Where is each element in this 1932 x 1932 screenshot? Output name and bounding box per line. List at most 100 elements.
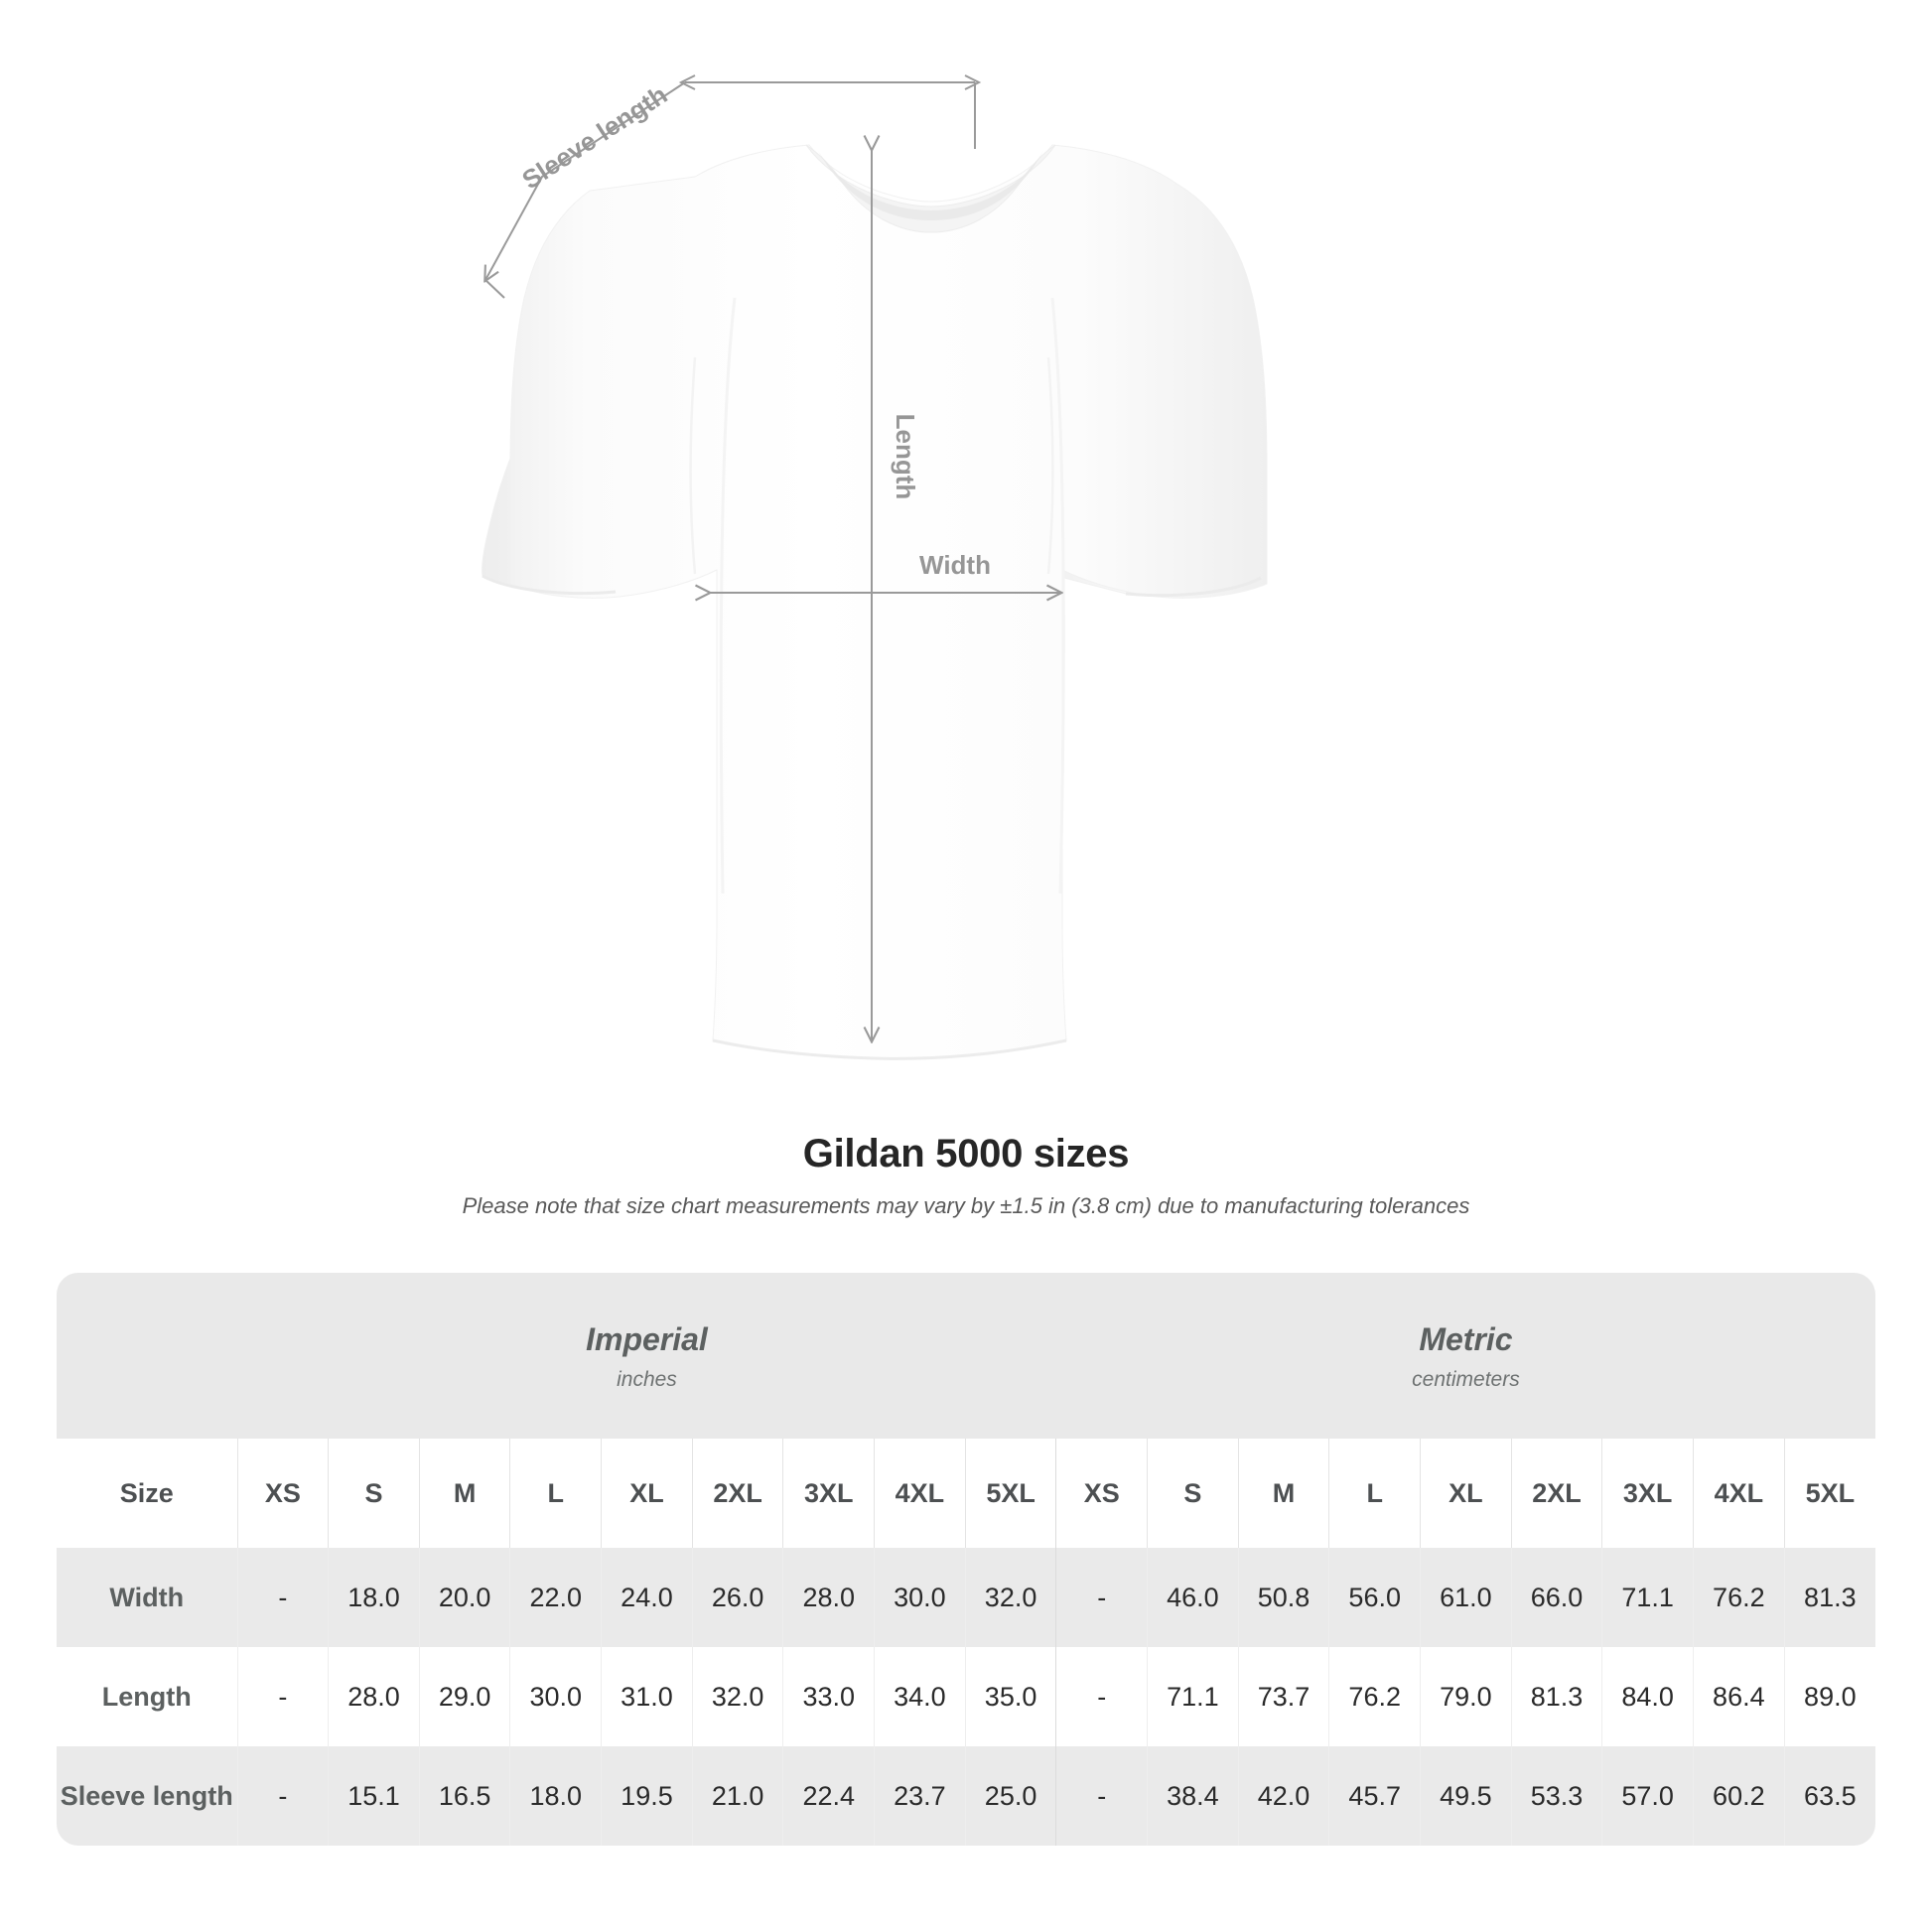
- data-cell: 76.2: [1693, 1548, 1785, 1647]
- row-label-width: Width: [57, 1548, 237, 1647]
- data-cell: 28.0: [782, 1548, 875, 1647]
- data-cell: 60.2: [1693, 1746, 1785, 1846]
- sleeve-seam-left: [689, 356, 697, 575]
- data-cell: 50.8: [1237, 1548, 1329, 1647]
- data-cell: 86.4: [1693, 1647, 1785, 1746]
- size-header-cell: 3XL: [1601, 1439, 1694, 1548]
- table-row: Width - 18.0 20.0 22.0 24.0 26.0 28.0 30…: [57, 1548, 1875, 1647]
- size-header-cell: 2XL: [691, 1439, 783, 1548]
- data-cell: -: [236, 1647, 329, 1746]
- width-label: Width: [919, 550, 991, 580]
- data-cell: 29.0: [418, 1647, 510, 1746]
- size-header-cell: 5XL: [1783, 1439, 1875, 1548]
- page-title: Gildan 5000 sizes: [802, 1132, 1130, 1175]
- row-label-sleeve-length: Sleeve length: [57, 1746, 237, 1846]
- unit-group-imperial-unit: inches: [617, 1367, 677, 1391]
- data-cell: 30.0: [874, 1548, 966, 1647]
- sleeve-length-arrowhead-right: [964, 74, 982, 90]
- size-header-cell: M: [1237, 1439, 1329, 1548]
- size-header-cell: 2XL: [1510, 1439, 1602, 1548]
- data-cell: 71.1: [1601, 1548, 1694, 1647]
- tshirt-svg: Sleeve length Length Width: [482, 74, 1268, 1060]
- data-cell: 84.0: [1601, 1647, 1694, 1746]
- data-cell: 18.0: [509, 1746, 602, 1846]
- page-subtitle: Please note that size chart measurements…: [462, 1193, 1470, 1218]
- data-cell: 45.7: [1328, 1746, 1421, 1846]
- data-cell: 25.0: [964, 1746, 1056, 1846]
- data-cell: 32.0: [964, 1548, 1056, 1647]
- data-cell: 32.0: [691, 1647, 783, 1746]
- data-cell: 81.3: [1510, 1647, 1602, 1746]
- data-cell: 76.2: [1328, 1647, 1421, 1746]
- sleeve-length-label: Sleeve length: [516, 79, 672, 195]
- data-cell: 23.7: [874, 1746, 966, 1846]
- size-chart-table: Imperial inches Metric centimeters Size …: [57, 1273, 1875, 1846]
- data-cell: 38.4: [1147, 1746, 1239, 1846]
- data-cell: 34.0: [874, 1647, 966, 1746]
- size-header-cell: S: [1147, 1439, 1239, 1548]
- data-cell: 89.0: [1783, 1647, 1875, 1746]
- table-row: Sleeve length - 15.1 16.5 18.0 19.5 21.0…: [57, 1746, 1875, 1846]
- size-header-cell: XL: [601, 1439, 693, 1548]
- data-cell: 53.3: [1510, 1746, 1602, 1846]
- data-cell: 33.0: [782, 1647, 875, 1746]
- data-cell: 66.0: [1510, 1548, 1602, 1647]
- bottom-hem: [712, 1038, 1067, 1060]
- size-header-cell: 5XL: [964, 1439, 1056, 1548]
- size-chart-table-container: Imperial inches Metric centimeters Size …: [57, 1273, 1875, 1846]
- unit-group-imperial: Imperial inches: [237, 1273, 1056, 1439]
- size-header-label: Size: [57, 1439, 237, 1548]
- unit-spacer-cell: [57, 1273, 237, 1439]
- data-cell: 16.5: [418, 1746, 510, 1846]
- data-cell: 20.0: [418, 1548, 510, 1647]
- size-header-cell: L: [1328, 1439, 1421, 1548]
- unit-group-metric-unit: centimeters: [1412, 1367, 1520, 1391]
- data-cell: 19.5: [601, 1746, 693, 1846]
- data-cell: 21.0: [691, 1746, 783, 1846]
- data-cell: 24.0: [601, 1548, 693, 1647]
- sleeve-hem-right: [1125, 576, 1262, 598]
- data-cell: 61.0: [1420, 1548, 1512, 1647]
- data-cell: -: [1055, 1647, 1148, 1746]
- tshirt-garment: [482, 144, 1268, 1060]
- data-cell: 63.5: [1783, 1746, 1875, 1846]
- data-cell: -: [1055, 1548, 1148, 1647]
- size-header-cell: 3XL: [782, 1439, 875, 1548]
- unit-group-metric: Metric centimeters: [1055, 1273, 1875, 1439]
- sleeve-length-leader: [485, 81, 686, 280]
- sleeve-length-arrowhead-top: [678, 74, 696, 90]
- unit-group-metric-label: Metric: [1419, 1321, 1513, 1358]
- data-cell: -: [236, 1746, 329, 1846]
- length-label: Length: [891, 414, 920, 500]
- size-header-row: Size XS S M L XL 2XL 3XL 4XL 5XL XS S M …: [57, 1439, 1875, 1548]
- size-header-cell: 4XL: [1693, 1439, 1785, 1548]
- size-header-cell: XL: [1420, 1439, 1512, 1548]
- data-cell: -: [1055, 1746, 1148, 1846]
- sleeve-length-endtick: [484, 279, 505, 299]
- data-cell: 28.0: [328, 1647, 420, 1746]
- size-header-cell: S: [328, 1439, 420, 1548]
- table-row: Length - 28.0 29.0 30.0 31.0 32.0 33.0 3…: [57, 1647, 1875, 1746]
- size-header-cell: XS: [1055, 1439, 1148, 1548]
- size-header-cell: L: [509, 1439, 602, 1548]
- data-cell: 49.5: [1420, 1746, 1512, 1846]
- data-cell: 73.7: [1237, 1647, 1329, 1746]
- data-cell: 22.0: [509, 1548, 602, 1647]
- data-cell: 15.1: [328, 1746, 420, 1846]
- tshirt-body: [509, 144, 1268, 1059]
- data-cell: 57.0: [1601, 1746, 1694, 1846]
- data-cell: 35.0: [964, 1647, 1056, 1746]
- fold-line-right: [1050, 297, 1065, 895]
- tshirt-diagram: Sleeve length Length Width: [482, 74, 1268, 1060]
- sleeve-hem-left: [482, 574, 617, 596]
- data-cell: -: [236, 1548, 329, 1647]
- size-header-cell: M: [418, 1439, 510, 1548]
- sleeve-seam-right: [1046, 356, 1054, 575]
- data-cell: 31.0: [601, 1647, 693, 1746]
- size-header-cell: 4XL: [874, 1439, 966, 1548]
- data-cell: 46.0: [1147, 1548, 1239, 1647]
- data-cell: 79.0: [1420, 1647, 1512, 1746]
- unit-group-imperial-label: Imperial: [586, 1321, 708, 1358]
- row-label-length: Length: [57, 1647, 237, 1746]
- heading-block: Gildan 5000 sizes Please note that size …: [0, 1132, 1932, 1219]
